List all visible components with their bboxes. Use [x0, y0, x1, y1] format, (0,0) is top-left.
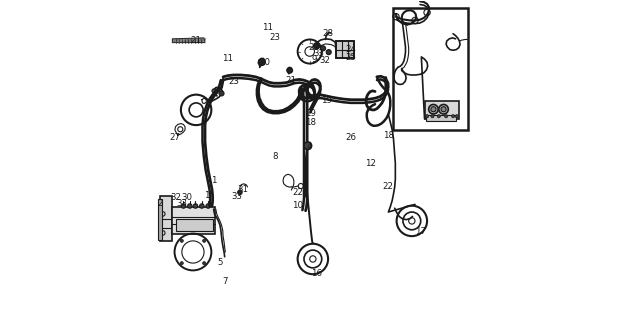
Text: 3: 3 — [441, 14, 446, 23]
Circle shape — [429, 105, 438, 114]
Text: 28: 28 — [322, 29, 334, 38]
Text: 13: 13 — [448, 116, 458, 125]
Text: 16: 16 — [310, 269, 322, 278]
Circle shape — [455, 115, 458, 118]
Circle shape — [203, 262, 206, 265]
Text: 25: 25 — [345, 53, 356, 62]
Text: 20: 20 — [260, 58, 271, 67]
Circle shape — [326, 50, 331, 55]
Bar — [160, 196, 172, 241]
Text: 10: 10 — [292, 202, 303, 211]
Circle shape — [238, 190, 242, 195]
Bar — [335, 41, 354, 59]
Text: 32: 32 — [320, 56, 330, 65]
Text: 14: 14 — [441, 108, 451, 117]
Circle shape — [445, 115, 448, 118]
Circle shape — [431, 107, 436, 112]
Text: 22: 22 — [382, 181, 394, 190]
Bar — [176, 219, 213, 231]
Text: 31: 31 — [448, 30, 459, 39]
Text: 19: 19 — [322, 96, 332, 105]
Text: 4: 4 — [307, 142, 312, 151]
Text: 26: 26 — [345, 133, 356, 142]
Circle shape — [426, 115, 429, 118]
Text: 32: 32 — [170, 193, 181, 202]
Circle shape — [441, 107, 446, 112]
Circle shape — [199, 204, 204, 208]
Circle shape — [212, 89, 216, 93]
Text: 11: 11 — [262, 23, 273, 32]
Circle shape — [451, 115, 455, 118]
Text: 2: 2 — [158, 199, 164, 208]
Circle shape — [314, 43, 320, 49]
Text: 33: 33 — [231, 192, 242, 201]
Circle shape — [320, 46, 325, 51]
Bar — [424, 101, 460, 119]
Circle shape — [203, 239, 206, 242]
Bar — [335, 41, 354, 59]
Text: 27: 27 — [169, 133, 180, 142]
Text: 33: 33 — [314, 49, 325, 58]
Text: 18: 18 — [305, 118, 317, 127]
Circle shape — [219, 91, 224, 96]
Circle shape — [193, 204, 198, 208]
Bar — [426, 115, 456, 121]
Text: 5: 5 — [217, 258, 223, 267]
Polygon shape — [172, 38, 205, 43]
Text: 11: 11 — [222, 54, 233, 63]
Text: 23: 23 — [228, 77, 239, 86]
Circle shape — [439, 105, 448, 114]
Circle shape — [437, 115, 440, 118]
Text: 17: 17 — [415, 227, 426, 236]
Circle shape — [187, 204, 192, 208]
Text: 21: 21 — [190, 36, 201, 44]
Text: 7: 7 — [222, 277, 228, 286]
Bar — [172, 207, 215, 234]
Circle shape — [304, 142, 312, 149]
Text: 1: 1 — [204, 191, 209, 200]
Text: 29: 29 — [308, 43, 319, 52]
Circle shape — [180, 262, 183, 265]
Text: 15: 15 — [406, 26, 418, 35]
Circle shape — [431, 115, 434, 118]
Text: 19: 19 — [305, 108, 316, 117]
Text: 33: 33 — [443, 23, 454, 32]
Circle shape — [180, 239, 183, 242]
Text: 12: 12 — [365, 159, 376, 168]
Text: 21: 21 — [286, 76, 297, 84]
Text: 18: 18 — [384, 131, 394, 140]
Bar — [158, 199, 162, 240]
Text: 8: 8 — [273, 152, 278, 161]
Text: 24: 24 — [345, 45, 356, 54]
Text: 22: 22 — [293, 188, 303, 197]
Circle shape — [288, 68, 293, 73]
Circle shape — [259, 59, 265, 66]
Circle shape — [206, 204, 211, 208]
Circle shape — [181, 204, 186, 208]
Text: 23: 23 — [270, 33, 280, 42]
Text: 30: 30 — [182, 193, 192, 202]
Text: 6: 6 — [409, 39, 415, 48]
Bar — [393, 8, 468, 130]
Text: 1: 1 — [211, 176, 216, 185]
Text: 31: 31 — [238, 185, 248, 194]
Text: 33: 33 — [176, 199, 187, 208]
Text: 9: 9 — [312, 55, 317, 64]
